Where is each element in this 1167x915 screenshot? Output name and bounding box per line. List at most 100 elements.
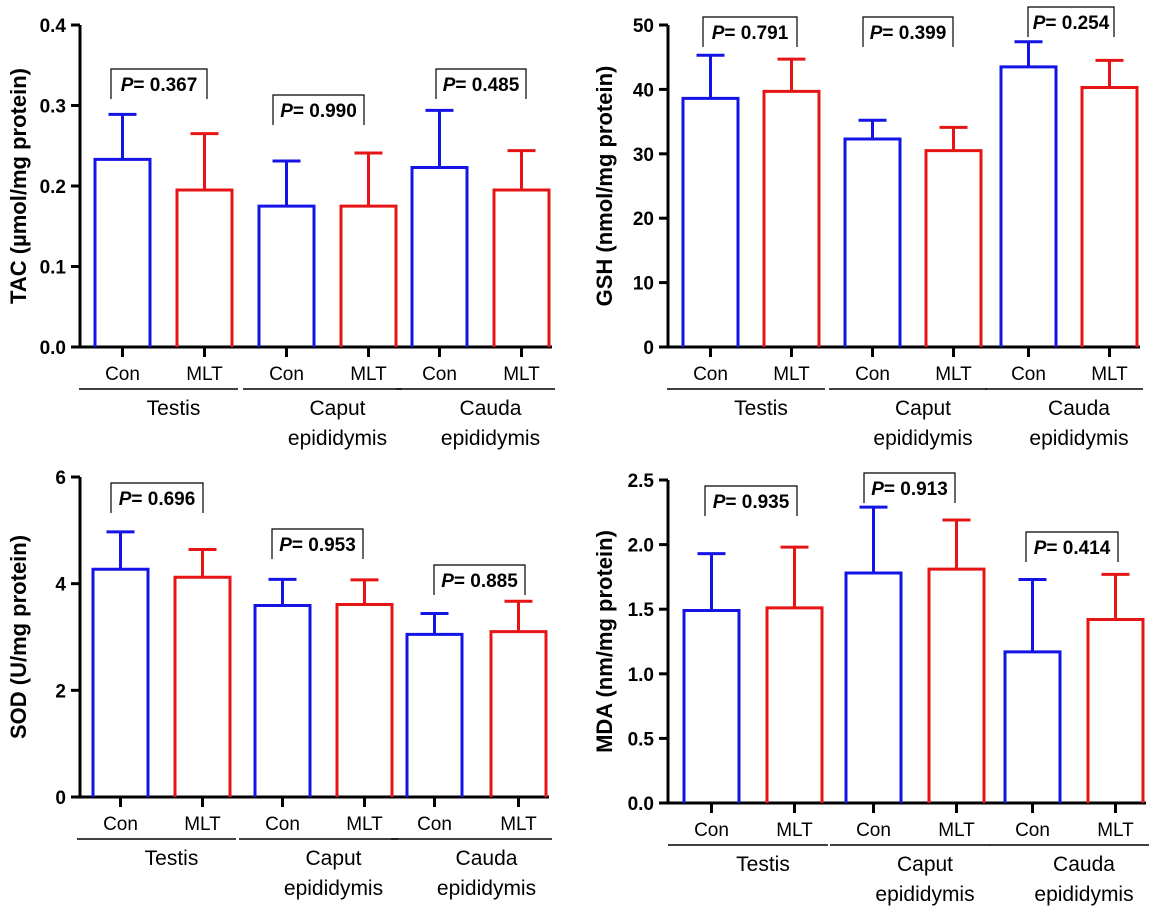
group-label: Con [1015,820,1050,841]
y-tick-label: 30 [633,145,654,166]
group-label: MLT [346,814,383,835]
p-value: = 0.953 [292,535,356,556]
y-tick-label: 0 [55,788,66,809]
p-symbol: P [279,535,292,556]
category-label-line: Testis [145,847,199,870]
category-label: Testis [147,397,201,420]
p-value-bracket [110,482,204,513]
con-bar [999,65,1058,347]
p-symbol: P [1033,13,1046,34]
p-value-label: P= 0.696 [119,489,196,510]
y-tick-label: 1.5 [628,600,655,621]
p-value-bracket [863,472,956,503]
p-symbol: P [119,489,132,510]
p-value-bracket [1027,6,1115,37]
group-label: MLT [186,364,223,385]
p-value: = 0.990 [293,101,357,122]
group-label: MLT [1091,364,1128,385]
p-value: = 0.254 [1045,13,1109,34]
category-label: Testis [145,847,199,870]
mlt-bar [335,602,394,797]
con-bar [257,204,316,347]
category-label-line: Caput [897,853,953,876]
category-label-line: Testis [734,397,788,420]
group-label: MLT [935,364,972,385]
p-value-bracket [702,16,798,47]
category-label-line: Testis [147,397,201,420]
category-label: Caput epididymis [288,397,387,450]
con-bar [1003,650,1062,803]
mlt-bar [1086,618,1145,803]
p-value-label: P= 0.414 [1034,538,1111,559]
y-tick-label: 0.4 [40,16,67,37]
group-label: MLT [1097,820,1134,841]
group-label: MLT [350,364,387,385]
category-label: Caput epididymis [284,847,383,900]
category-label-line: Caput [309,397,365,420]
con-bar [844,571,903,803]
p-value-label: P= 0.953 [279,535,356,556]
group-label: Con [422,364,457,385]
category-label: Testis [734,397,788,420]
p-symbol: P [712,23,725,44]
p-value-label: P= 0.990 [280,101,357,122]
p-value-label: P= 0.791 [712,23,789,44]
category-label: Testis [736,853,790,876]
p-value-bracket [433,564,526,595]
chart-panel-2: 0 10 20 30 40 50 GSH (nmol/mg protein) Con MLT Te… [592,6,1143,450]
mlt-bar [492,188,551,347]
p-symbol: P [871,479,884,500]
category-label: Cauda epididymis [441,397,540,450]
group-label: MLT [773,364,810,385]
p-value-bracket [435,68,527,99]
category-label-line: Cauda [460,397,522,420]
y-tick-label: 0.0 [628,794,654,815]
category-label: Cauda epididymis [1029,397,1128,450]
p-symbol: P [870,23,883,44]
mlt-bar [1080,85,1139,347]
con-bar [253,604,312,797]
mlt-bar [924,149,983,347]
p-value: = 0.414 [1046,538,1110,559]
category-label: Caput epididymis [873,397,972,450]
p-value-label: P= 0.485 [443,75,520,96]
group-label: Con [103,814,138,835]
chart-panel-4: 0.0 0.5 1.0 1.5 2.0 2.5 MDA (nm/mg protein) Con… [592,471,1149,906]
p-value: = 0.885 [454,571,518,592]
y-tick-label: 2.0 [628,536,654,557]
category-label: Cauda epididymis [1034,853,1133,906]
category-label-line: Testis [736,853,790,876]
group-label: Con [105,364,140,385]
group-label: Con [694,820,729,841]
chart-panel-1: 0.0 0.1 0.2 0.3 0.4 TAC (µmol/mg protein) Con M… [6,16,555,450]
category-label-line: Caput [305,847,361,870]
y-tick-label: 40 [633,80,654,101]
category-label-line: epididymis [437,877,536,900]
con-bar [843,137,902,347]
p-value-label: P= 0.399 [870,23,947,44]
category-label: Cauda epididymis [437,847,536,900]
y-tick-label: 0 [643,338,654,359]
y-axis-label: TAC (µmol/mg protein) [6,68,31,304]
category-label-line: epididymis [288,427,387,450]
p-value-label: P= 0.367 [121,75,198,96]
y-tick-label: 0.5 [628,729,655,750]
p-value-bracket [271,528,364,559]
group-label: Con [856,820,891,841]
category-label-line: epididymis [284,877,383,900]
p-symbol: P [280,101,293,122]
p-value: = 0.367 [133,75,197,96]
category-label-line: Caput [895,397,951,420]
p-value-bracket [1025,531,1119,562]
y-tick-label: 0.2 [40,177,66,198]
y-tick-label: 20 [633,209,654,230]
category-label-line: epididymis [873,427,972,450]
category-label-line: Cauda [1053,853,1115,876]
p-value-label: P= 0.254 [1033,13,1110,34]
y-tick-label: 6 [55,468,66,489]
p-value: = 0.399 [882,23,946,44]
group-label: MLT [938,820,975,841]
y-tick-label: 4 [55,575,66,596]
